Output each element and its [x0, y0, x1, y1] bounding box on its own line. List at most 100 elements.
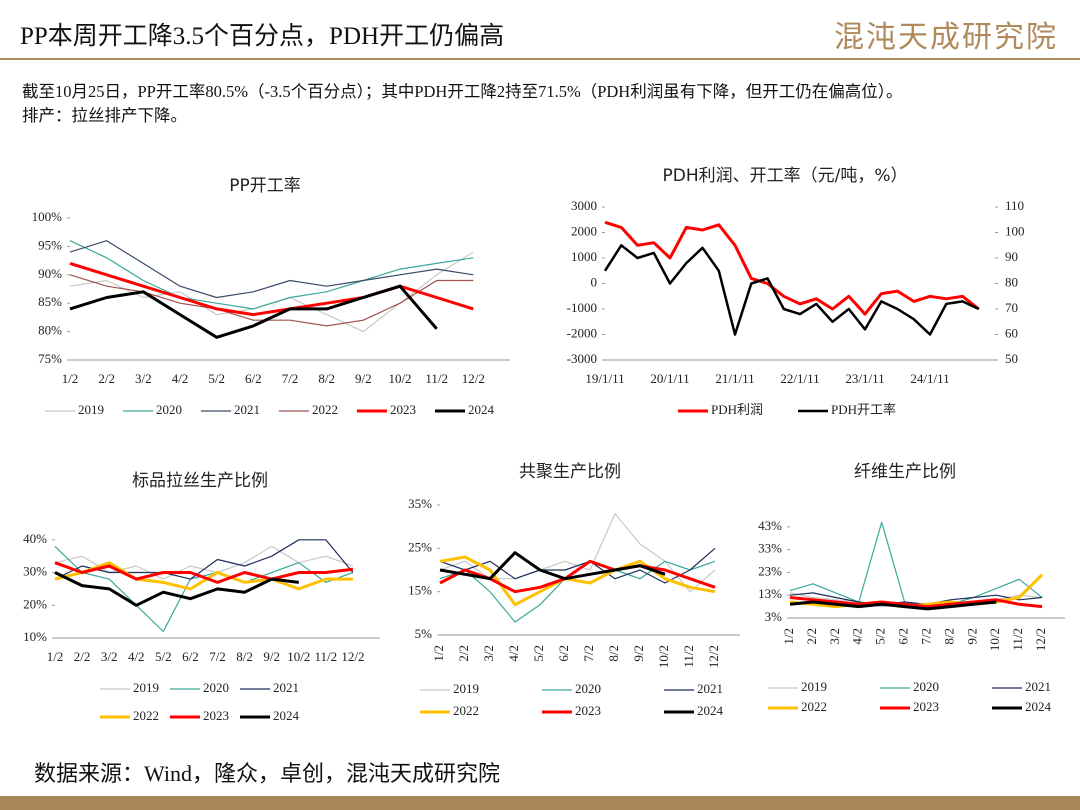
- legend-label: 2022: [801, 699, 827, 714]
- x-tick-label: 3/2: [481, 645, 496, 662]
- y-tick-label: 13%: [758, 586, 782, 601]
- source: 数据来源：Wind，隆众，卓创，混沌天成研究院: [34, 761, 500, 786]
- x-tick-label: 5/2: [208, 371, 225, 386]
- x-tick-label: 24/1/11: [910, 371, 949, 386]
- x-tick-label: 22/1/11: [780, 371, 819, 386]
- series-line: [789, 521, 1043, 608]
- footer-bar: [0, 796, 1080, 810]
- legend-label: 2024: [273, 708, 300, 723]
- x-tick-label: 3/2: [135, 371, 152, 386]
- series-line: [69, 274, 474, 327]
- series-line: [54, 539, 354, 580]
- legend-label: 2021: [1025, 679, 1051, 694]
- y-tick-label: 20%: [23, 596, 47, 611]
- y-tick-label: 90%: [38, 266, 62, 281]
- y-tick-label: 35%: [408, 496, 432, 511]
- x-tick-label: 11/2: [1010, 628, 1025, 651]
- y-tick-label: 25%: [408, 539, 432, 554]
- series-line: [789, 596, 1043, 609]
- series-line: [54, 561, 354, 584]
- y-tick-label: 5%: [415, 626, 433, 641]
- x-tick-label: 5/2: [873, 628, 888, 645]
- x-tick-label: 10/2: [656, 645, 671, 668]
- x-tick-label: 11/2: [425, 371, 448, 386]
- legend-label: PDH开工率: [831, 402, 896, 417]
- series-line: [54, 561, 353, 591]
- x-tick-label: 7/2: [581, 645, 596, 662]
- x-tick-label: 12/2: [462, 371, 485, 386]
- y-tick-label: 110: [1005, 198, 1024, 213]
- legend-label: 2024: [697, 703, 724, 718]
- x-tick-label: 1/2: [431, 645, 446, 662]
- x-tick-label: 3/2: [827, 628, 842, 645]
- series-line: [54, 571, 299, 607]
- x-tick-label: 12/2: [706, 645, 721, 668]
- x-tick-label: 5/2: [155, 649, 172, 664]
- series-line: [54, 545, 354, 580]
- chart-title: PDH利润、开工率（元/吨，%）: [662, 166, 907, 186]
- legend-label: 2022: [453, 703, 479, 718]
- y-tick-label: 70: [1005, 300, 1018, 315]
- y-tick-label: 15%: [408, 583, 432, 598]
- series-line: [69, 240, 474, 299]
- legend-label: 2020: [203, 680, 229, 695]
- x-tick-label: 12/2: [1033, 628, 1048, 651]
- x-tick-label: 9/2: [964, 628, 979, 645]
- legend-label: 2021: [273, 680, 299, 695]
- x-tick-label: 4/2: [172, 371, 189, 386]
- legend-label: 2019: [453, 681, 479, 696]
- summary: 截至10月25日，PP开工率80.5%（-3.5个百分点）；其中PDH开工降2持…: [22, 80, 1062, 128]
- chart-title: 共聚生产比例: [519, 462, 621, 482]
- x-tick-label: 21/1/11: [715, 371, 754, 386]
- legend-label: 2024: [468, 402, 495, 417]
- x-tick-label: 6/2: [182, 649, 199, 664]
- x-tick-label: 7/2: [282, 371, 299, 386]
- legend-label: 2023: [575, 703, 601, 718]
- y-tick-label: 40%: [23, 531, 47, 546]
- x-tick-label: 4/2: [506, 645, 521, 662]
- legend-label: 2023: [390, 402, 416, 417]
- y-tick-label: 95%: [38, 237, 62, 252]
- y-tick-label: 10%: [23, 629, 47, 644]
- y-tick-label: 3%: [765, 609, 783, 624]
- legend-label: 2023: [913, 699, 939, 714]
- legend-label: 2024: [1025, 699, 1052, 714]
- x-tick-label: 3/2: [101, 649, 118, 664]
- series-line: [789, 592, 1043, 605]
- x-tick-label: 19/1/11: [585, 371, 624, 386]
- legend-label: 2020: [156, 402, 182, 417]
- x-tick-label: 6/2: [556, 645, 571, 662]
- legend-label: 2022: [133, 708, 159, 723]
- y-tick-label: 43%: [758, 518, 782, 533]
- y-tick-label: 33%: [758, 541, 782, 556]
- y-tick-label: 75%: [38, 351, 62, 366]
- x-tick-label: 12/2: [341, 649, 364, 664]
- slide-title: PP本周开工降3.5个百分点，PDH开工仍偏高: [20, 23, 505, 50]
- y-tick-label: 2000: [571, 223, 597, 238]
- y-tick-label: 23%: [758, 563, 782, 578]
- legend-label: 2019: [133, 680, 159, 695]
- y-tick-label: 3000: [571, 198, 597, 213]
- x-tick-label: 5/2: [531, 645, 546, 662]
- chart-title: PP开工率: [229, 176, 301, 196]
- series-line: [69, 261, 474, 317]
- y-tick-label: -3000: [567, 351, 597, 366]
- x-tick-label: 11/2: [315, 649, 338, 664]
- x-tick-label: 6/2: [896, 628, 911, 645]
- schedule-text: 排产：拉丝排产下降。: [22, 106, 187, 125]
- y-tick-label: 1000: [571, 249, 597, 264]
- series-line: [69, 240, 474, 310]
- y-tick-label: 0: [591, 274, 598, 289]
- x-tick-label: 10/2: [388, 371, 411, 386]
- y-tick-label: 80%: [38, 323, 62, 338]
- x-tick-label: 2/2: [98, 371, 115, 386]
- x-tick-label: 20/1/11: [650, 371, 689, 386]
- x-tick-label: 1/2: [781, 628, 796, 645]
- legend-label: 2020: [913, 679, 939, 694]
- y-tick-label: 85%: [38, 294, 62, 309]
- series-line: [604, 220, 980, 316]
- y-tick-label: -1000: [567, 300, 597, 315]
- x-tick-label: 2/2: [804, 628, 819, 645]
- x-tick-label: 2/2: [74, 649, 91, 664]
